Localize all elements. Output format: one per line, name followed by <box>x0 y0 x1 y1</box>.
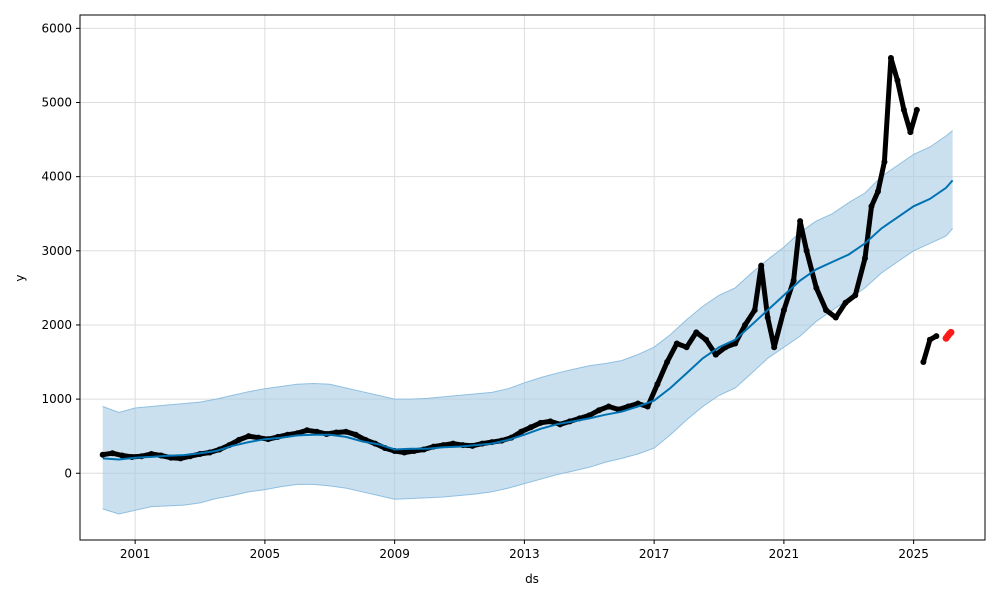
observed-point <box>527 424 534 431</box>
interval-area <box>102 130 953 514</box>
x-tick-label: 2005 <box>250 547 281 561</box>
observed-point <box>654 381 661 388</box>
forecast-line <box>102 179 954 461</box>
observed-point <box>518 428 525 435</box>
observed-point <box>780 307 787 314</box>
x-tick-label: 2021 <box>769 547 800 561</box>
observed-point <box>771 344 778 351</box>
observed-point <box>625 403 632 410</box>
y-tick-label: 4000 <box>41 170 72 184</box>
observed-point <box>683 344 690 351</box>
observed-point <box>874 188 881 195</box>
x-tick-label: 2013 <box>509 547 540 561</box>
observed-point <box>868 203 875 210</box>
y-axis-title: y <box>13 274 27 281</box>
y-tick-label: 0 <box>64 466 72 480</box>
observed-point <box>852 292 859 299</box>
observed-point <box>673 340 680 347</box>
observed-point <box>313 428 320 435</box>
recent-point <box>947 328 955 336</box>
observed-point <box>547 418 554 425</box>
observed-point <box>894 77 901 84</box>
recent-points <box>942 328 955 342</box>
observed-point <box>926 336 933 343</box>
interval-upper-edge <box>102 130 953 414</box>
y-tick-label: 5000 <box>41 96 72 110</box>
observed-point <box>119 452 126 459</box>
observed-point <box>245 433 252 440</box>
observed-point <box>333 429 340 436</box>
observed-point <box>920 359 927 366</box>
observed-point <box>803 247 810 254</box>
observed-point <box>751 307 758 314</box>
observed-point <box>758 262 765 269</box>
observed-point <box>790 277 797 284</box>
x-tick-label: 2025 <box>898 547 929 561</box>
observed-point <box>615 406 622 413</box>
plot-frame <box>79 14 986 541</box>
observed-point <box>235 436 242 443</box>
observed-point <box>913 106 920 113</box>
uncertainty-interval <box>102 130 953 515</box>
observed-point <box>177 455 184 462</box>
observed-point <box>797 218 804 225</box>
observed-point <box>450 440 457 447</box>
x-tick-label: 2001 <box>120 547 151 561</box>
observed-point <box>148 450 155 457</box>
x-axis-title: ds <box>525 572 539 586</box>
observed-point <box>703 336 710 343</box>
forecast-path <box>102 179 954 461</box>
observed-point <box>693 329 700 336</box>
x-axis: 2001 2005 2009 2013 2017 2021 2025 <box>120 540 929 561</box>
observed-point <box>764 314 771 321</box>
observed-point <box>732 340 739 347</box>
y-tick-label: 2000 <box>41 318 72 332</box>
observed-points <box>99 55 940 462</box>
observed-point <box>304 427 311 434</box>
observed-point <box>887 55 894 62</box>
observed-point <box>586 412 593 419</box>
observed-point <box>907 129 914 136</box>
observed-point <box>401 449 408 456</box>
observed-point <box>342 428 349 435</box>
observed-point <box>352 431 359 438</box>
observed-point <box>664 359 671 366</box>
observed-point <box>813 284 820 291</box>
observed-point <box>933 333 940 340</box>
observed-point <box>832 314 839 321</box>
observed-point <box>861 255 868 262</box>
observed-point <box>109 450 116 457</box>
x-tick-label: 2009 <box>379 547 410 561</box>
observed-point <box>823 307 830 314</box>
y-axis: 0 1000 2000 3000 4000 5000 6000 <box>41 21 80 480</box>
observed-point <box>741 321 748 328</box>
observed-point <box>712 351 719 358</box>
observed-point <box>605 403 612 410</box>
interval-lower-edge <box>102 228 953 515</box>
observed-point <box>537 419 544 426</box>
observed-point <box>595 407 602 414</box>
observed-point <box>644 403 651 410</box>
y-tick-label: 6000 <box>41 21 72 35</box>
y-tick-label: 1000 <box>41 392 72 406</box>
observed-point <box>900 106 907 113</box>
observed-point <box>842 299 849 306</box>
x-tick-label: 2017 <box>639 547 670 561</box>
observed-point <box>881 158 888 165</box>
y-tick-label: 3000 <box>41 244 72 258</box>
observed-point <box>99 451 106 458</box>
